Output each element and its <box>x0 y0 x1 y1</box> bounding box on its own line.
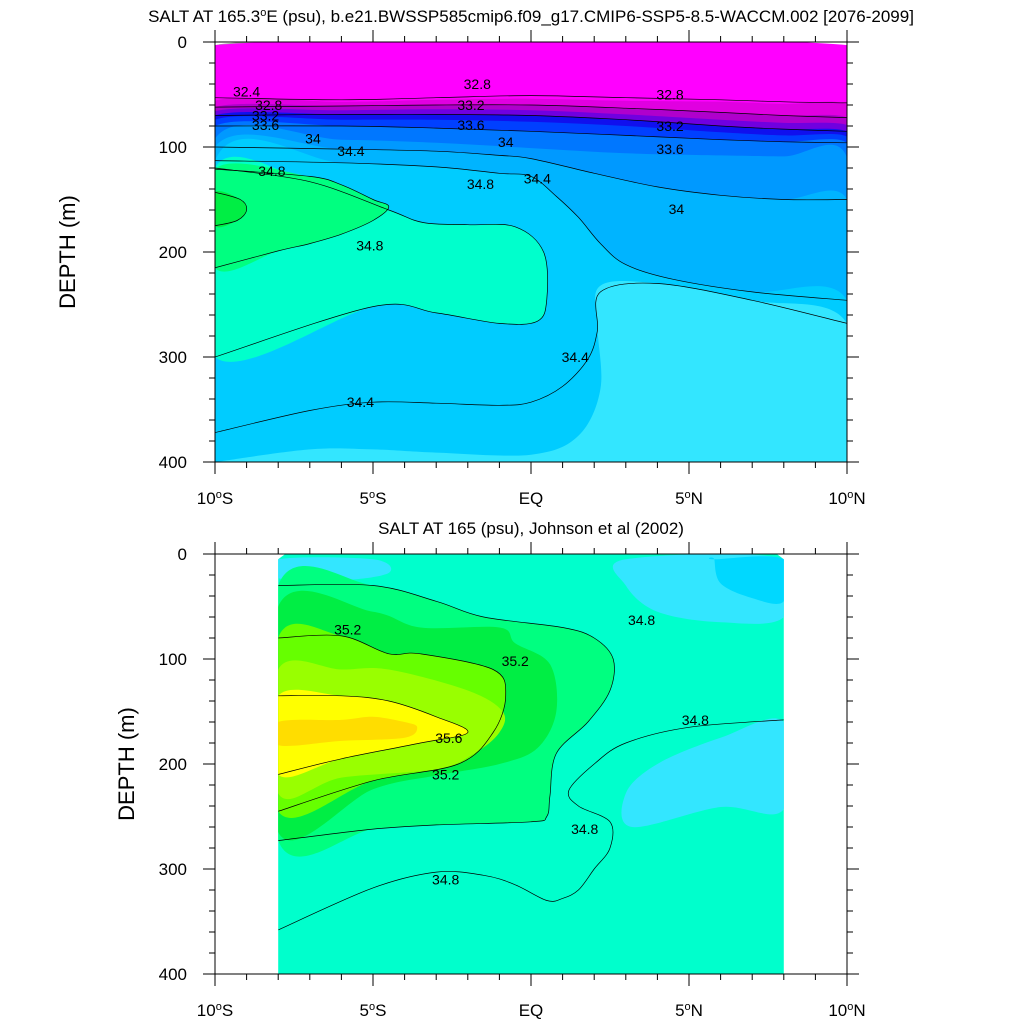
contour-fills <box>215 42 847 462</box>
x-tick-label: 10oS <box>197 489 233 508</box>
contour-label: 33.6 <box>656 141 683 157</box>
y-tick-label: 400 <box>159 453 187 472</box>
x-tick-label: 5oS <box>360 1001 387 1020</box>
contour-label: 32.8 <box>464 76 491 92</box>
y-tick-label: 300 <box>159 348 187 367</box>
contour-lines <box>278 584 784 931</box>
contour-label: 33.2 <box>252 108 279 124</box>
salinity-band-32.2 <box>215 42 847 113</box>
contour-line-34 <box>215 146 847 201</box>
x-tick-label: 5oS <box>360 489 387 508</box>
contour-label: 34 <box>305 131 321 147</box>
salinity-band-35 <box>215 191 247 228</box>
contour-label: 35.2 <box>502 653 529 669</box>
y-axis-label: DEPTH (m) <box>55 195 80 309</box>
contour-line-33.6 <box>215 125 847 144</box>
y-tick-label: 100 <box>159 138 187 157</box>
contour-label: 34.4 <box>524 171 551 187</box>
y-axis: 0 100 200 300 400 <box>159 545 859 984</box>
y-tick-label: 0 <box>178 33 187 52</box>
x-axis: 10oS 5oS EQ 5oN 10oN <box>197 542 866 1020</box>
chart-title: SALT AT 165 (psu), Johnson et al (2002) <box>378 519 684 538</box>
contour-line-34.8 <box>278 719 784 931</box>
contour-line-32.4 <box>215 95 847 104</box>
y-tick-label: 100 <box>159 650 187 669</box>
contour-line-32.8 <box>215 104 847 118</box>
contour-label: 34.8 <box>258 163 285 179</box>
contour-label: 34.4 <box>347 394 374 410</box>
salinity-band-34.4 <box>621 718 784 828</box>
x-tick-label: 10oN <box>828 489 865 508</box>
contour-line-34.8 <box>278 584 615 841</box>
salinity-band-34.2 <box>708 556 784 604</box>
chart-title: SALT AT 165.3oE (psu), b.e21.BWSSP585cmi… <box>148 7 914 26</box>
salinity-band-35.8 <box>278 716 418 746</box>
contour-label: 34.4 <box>337 143 364 159</box>
y-tick-label: 0 <box>178 545 187 564</box>
contour-label: 34.8 <box>682 712 709 728</box>
y-tick-label: 200 <box>159 243 187 262</box>
contour-label: 35.2 <box>432 767 459 783</box>
contour-label: 34.8 <box>356 238 383 254</box>
contour-label: 34.4 <box>562 349 589 365</box>
x-tick-label: 10oN <box>828 1001 865 1020</box>
y-axis: 0 100 200 300 400 <box>159 33 859 472</box>
contour-lines <box>215 95 847 433</box>
y-tick-label: 300 <box>159 860 187 879</box>
y-axis-label: DEPTH (m) <box>114 707 139 821</box>
contour-label: 33.6 <box>252 117 279 133</box>
contour-label: 34 <box>669 201 685 217</box>
salinity-band-34.8 <box>215 163 389 272</box>
contour-line-33.2 <box>215 113 847 132</box>
contour-label: 34.8 <box>571 821 598 837</box>
contour-labels: 35.2 35.2 35.2 35.6 34.8 34.8 34.8 34.8 <box>334 612 709 887</box>
contour-line-unlabeled <box>215 191 248 227</box>
contour-label: 34.8 <box>467 176 494 192</box>
contour-line-34.4 <box>215 282 847 433</box>
contour-line-35.6 <box>278 695 469 775</box>
contour-line-35.2 <box>278 634 507 812</box>
contour-labels: 32.432.832.832.833.233.233.233.6 33.633.6… <box>233 76 684 410</box>
panel-2: 35.2 35.2 35.2 35.6 34.8 34.8 34.8 34.8 0 100 200 3… <box>114 519 866 1020</box>
contour-label: 33.2 <box>457 97 484 113</box>
y-tick-label: 200 <box>159 755 187 774</box>
y-tick-label: 400 <box>159 965 187 984</box>
contour-label: 32.8 <box>255 97 282 113</box>
contour-label: 32.8 <box>656 87 683 103</box>
x-tick-label: EQ <box>519 489 544 508</box>
contour-fills <box>278 554 784 974</box>
contour-label: 34.8 <box>628 612 655 628</box>
contour-line-34.4 <box>215 160 847 301</box>
contour-label: 32.4 <box>233 83 260 99</box>
x-tick-label: 5oN <box>675 1001 703 1020</box>
contour-label: 35.6 <box>435 730 462 746</box>
x-tick-label: 10oS <box>197 1001 233 1020</box>
contour-line-34.8 <box>215 168 390 269</box>
contour-line-34.8 <box>215 167 549 358</box>
contour-label: 34.8 <box>432 872 459 888</box>
contour-label: 33.2 <box>656 118 683 134</box>
contour-label: 35.2 <box>334 622 361 638</box>
salinity-band-34.4 <box>215 281 847 462</box>
x-tick-label: EQ <box>519 1001 544 1020</box>
contour-label: 33.6 <box>457 117 484 133</box>
x-tick-label: 5oN <box>675 489 703 508</box>
x-axis: 10oS 5oS EQ 5oN 10oN <box>197 30 866 508</box>
contour-label: 34 <box>498 134 514 150</box>
panel-1: 32.432.832.832.833.233.233.233.6 33.633.6… <box>55 7 914 508</box>
